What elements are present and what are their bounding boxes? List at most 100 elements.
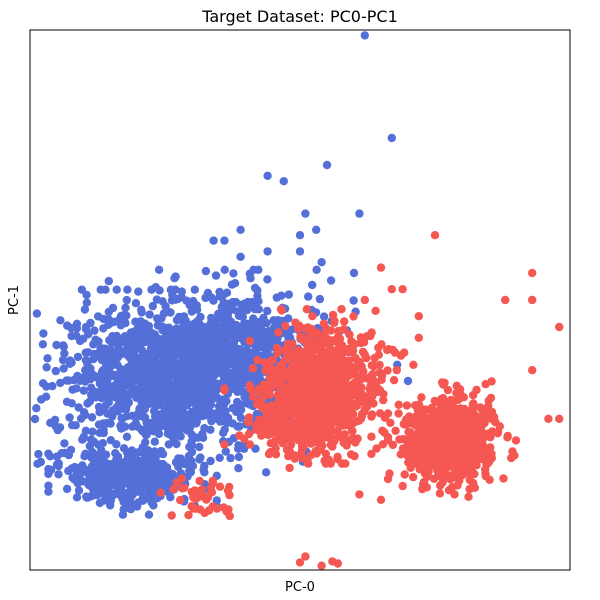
scatter-point-s1-519 — [248, 392, 258, 401]
scatter-point-s1-1406 — [457, 464, 466, 473]
scatter-point-s1-1504 — [453, 422, 462, 431]
scatter-point-s1-874 — [235, 431, 244, 440]
scatter-point-s1-880 — [316, 430, 325, 439]
scatter-point-s0-951 — [158, 391, 167, 401]
scatter-point-s1-864 — [313, 418, 322, 427]
scatter-point-s0-2141 — [80, 452, 89, 461]
scatter-point-s1-516 — [335, 334, 345, 343]
scatter-point-s0-1531 — [209, 296, 218, 305]
scatter-point-s0-774 — [56, 316, 65, 325]
scatter-point-s0-2109 — [111, 449, 120, 458]
scatter-point-s0-980 — [164, 440, 173, 449]
scatter-point-s1-422 — [391, 426, 400, 435]
scatter-point-s0-936 — [122, 346, 131, 356]
scatter-point-s1-1590 — [430, 231, 440, 240]
scatter-point-s1-744 — [333, 452, 342, 461]
scatter-point-s0-1558 — [187, 407, 197, 417]
scatter-point-s1-239 — [386, 418, 395, 427]
scatter-point-s0-300 — [196, 312, 205, 322]
scatter-point-s1-1488 — [421, 469, 430, 479]
scatter-point-s0-366 — [128, 422, 137, 431]
scatter-point-s1-188 — [394, 409, 403, 418]
scatter-point-s1-775 — [303, 455, 312, 464]
scatter-point-s0-1522 — [155, 348, 164, 357]
scatter-point-s0-1087 — [80, 305, 90, 314]
scatter-point-s0-1729 — [233, 399, 242, 408]
scatter-point-s0-1472 — [210, 393, 219, 403]
scatter-point-s0-1969 — [212, 496, 221, 505]
scatter-point-s1-1612 — [295, 558, 305, 567]
scatter-point-s0-969 — [86, 364, 95, 373]
scatter-point-s1-621 — [341, 357, 351, 367]
scatter-point-s0-1016 — [73, 373, 82, 382]
scatter-point-s1-872 — [285, 463, 294, 473]
scatter-point-s0-912 — [124, 379, 133, 389]
scatter-point-s0-1221 — [138, 351, 148, 360]
scatter-point-s0-1717 — [232, 360, 241, 369]
scatter-point-s1-1601 — [355, 490, 364, 499]
scatter-point-s1-1520 — [412, 451, 422, 460]
scatter-point-s0-1031 — [187, 430, 196, 439]
scatter-point-s1-897 — [282, 407, 291, 417]
scatter-point-s1-1473 — [447, 401, 456, 410]
scatter-point-s1-1499 — [444, 409, 453, 418]
scatter-point-s0-1043 — [82, 290, 91, 300]
scatter-point-s0-923 — [84, 330, 93, 339]
scatter-point-s0-2239 — [36, 457, 45, 467]
scatter-point-s0-1051 — [174, 408, 184, 417]
scatter-point-s1-877 — [306, 437, 315, 446]
scatter-point-s1-1539 — [451, 431, 460, 441]
scatter-point-s0-2089 — [66, 445, 76, 455]
scatter-point-s0-2227 — [295, 231, 305, 240]
scatter-point-s1-1371 — [405, 412, 414, 421]
scatter-point-s0-2110 — [101, 450, 111, 459]
scatter-point-s0-487 — [48, 381, 57, 391]
scatter-point-s0-689 — [73, 352, 83, 362]
scatter-point-s1-553 — [337, 305, 346, 314]
scatter-point-s1-183 — [367, 449, 376, 459]
scatter-point-s0-2228 — [312, 225, 321, 234]
scatter-point-s0-1564 — [193, 356, 202, 366]
scatter-point-s1-1584 — [189, 492, 198, 501]
scatter-point-s1-310 — [350, 451, 359, 461]
scatter-point-s1-1610 — [376, 263, 386, 272]
scatter-point-s1-477 — [351, 353, 360, 363]
scatter-point-s1-787 — [325, 413, 334, 422]
scatter-point-s0-11 — [87, 413, 97, 422]
scatter-point-s1-861 — [273, 427, 283, 436]
scatter-point-s1-780 — [320, 456, 329, 465]
scatter-point-s1-1613 — [301, 552, 310, 561]
scatter-point-s1-840 — [307, 426, 316, 435]
scatter-point-s0-1756 — [179, 365, 189, 374]
scatter-point-s0-1722 — [175, 380, 184, 389]
scatter-point-s1-1606 — [360, 295, 369, 305]
scatter-point-s0-2103 — [106, 501, 115, 510]
scatter-point-s0-1048 — [94, 420, 104, 429]
scatter-point-s1-856 — [285, 446, 294, 456]
scatter-point-s1-1319 — [438, 378, 447, 387]
scatter-point-s0-1074 — [163, 407, 172, 417]
scatter-point-s0-938 — [30, 414, 40, 424]
scatter-point-s1-824 — [244, 413, 254, 422]
scatter-point-s1-460 — [297, 335, 306, 344]
scatter-point-s1-946 — [417, 393, 426, 402]
scatter-point-s0-2123 — [196, 453, 205, 462]
scatter-point-s1-1432 — [460, 404, 469, 414]
scatter-point-s0-1653 — [258, 339, 268, 348]
scatter-point-s1-498 — [291, 318, 300, 327]
scatter-point-s0-906 — [62, 397, 72, 406]
scatter-point-s1-1538 — [473, 444, 483, 453]
scatter-point-s1-875 — [271, 410, 280, 419]
scatter-point-s0-1619 — [273, 316, 283, 325]
scatter-point-s0-2151 — [74, 486, 84, 495]
scatter-point-s1-842 — [290, 454, 300, 463]
scatter-point-s1-890 — [290, 399, 299, 408]
scatter-point-s0-1078 — [41, 392, 51, 401]
scatter-point-s1-1543 — [468, 421, 477, 430]
scatter-point-s0-1125 — [312, 265, 321, 274]
scatter-point-s1-1439 — [440, 431, 450, 441]
scatter-point-s0-1555 — [167, 394, 177, 404]
scatter-point-s0-1072 — [99, 404, 109, 414]
scatter-point-s1-515 — [357, 374, 366, 384]
scatter-point-s0-1012 — [67, 358, 76, 367]
